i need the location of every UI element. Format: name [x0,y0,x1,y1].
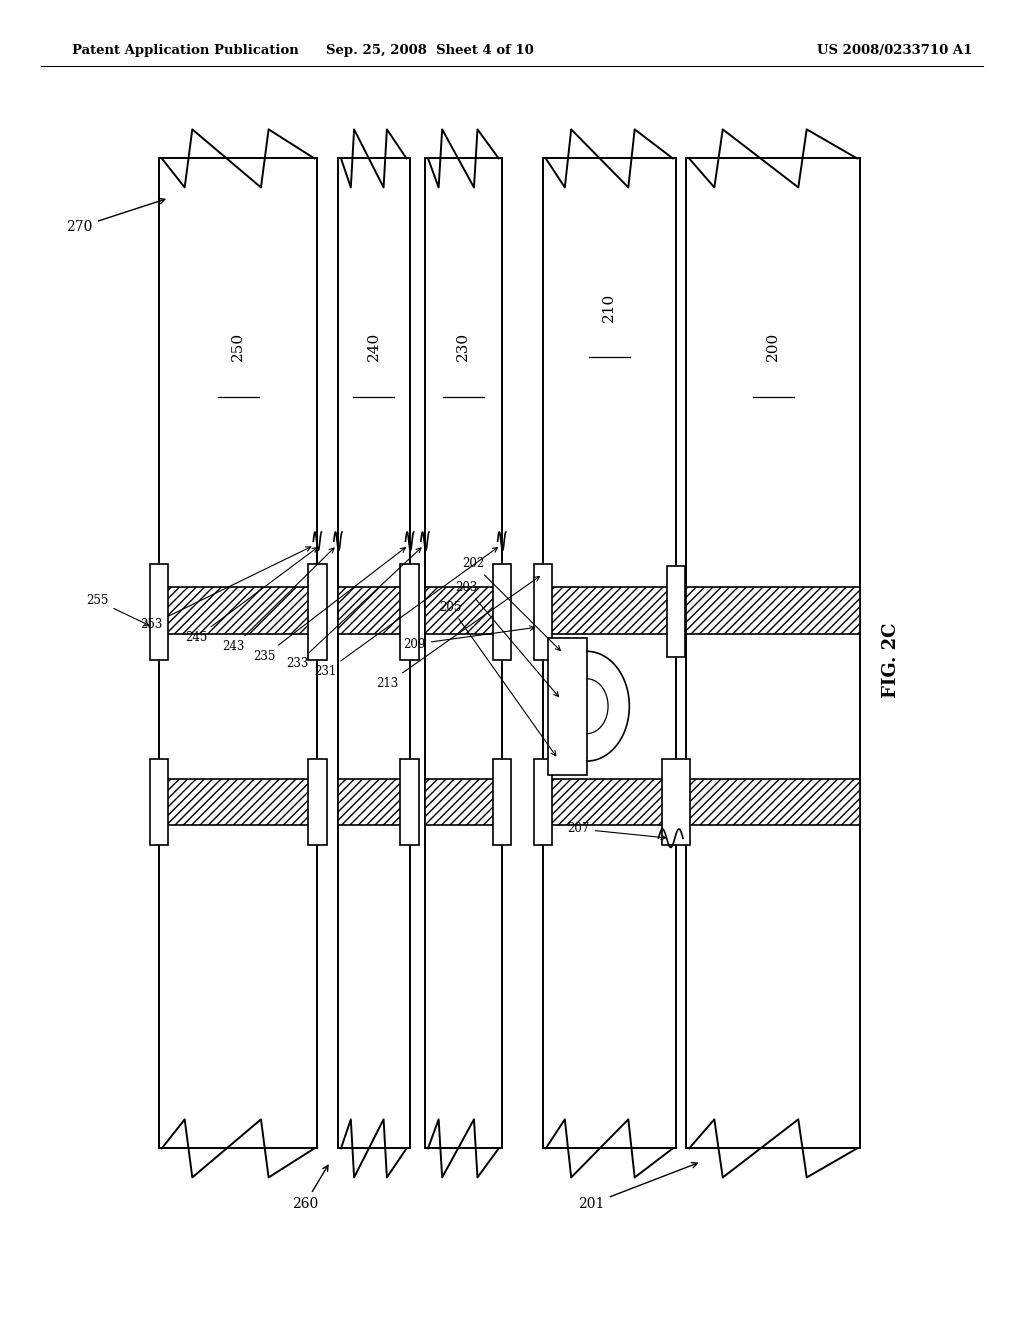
Text: 260: 260 [292,1166,328,1210]
Text: 201: 201 [579,1163,697,1210]
Bar [159,158,317,1148]
Bar [338,779,410,825]
Bar [534,759,552,845]
Text: 253: 253 [140,546,310,631]
Bar [338,587,410,634]
Bar [400,759,419,845]
Bar [150,759,168,845]
Bar [425,158,502,1148]
Text: 255: 255 [86,594,148,626]
Bar [308,564,327,660]
Text: Patent Application Publication: Patent Application Publication [72,44,298,57]
Bar [425,587,502,634]
Text: 200: 200 [766,331,780,362]
Bar [150,564,168,660]
Bar [667,566,685,657]
Bar [425,779,502,825]
Bar [543,779,676,825]
Bar [159,587,317,634]
Bar [543,587,676,634]
Text: Sep. 25, 2008  Sheet 4 of 10: Sep. 25, 2008 Sheet 4 of 10 [327,44,534,57]
Text: 243: 243 [222,548,334,653]
Text: FIG. 2C: FIG. 2C [882,622,900,698]
Text: 240: 240 [367,331,381,362]
Bar [663,759,690,845]
Text: 233: 233 [286,548,421,671]
Text: US 2008/0233710 A1: US 2008/0233710 A1 [817,44,973,57]
Bar [159,779,317,825]
Bar [400,564,419,660]
Text: 207: 207 [567,822,666,840]
Text: 203: 203 [455,581,558,697]
Bar [548,638,587,775]
Text: 270: 270 [67,198,165,234]
Bar [686,779,860,825]
Text: 205: 205 [439,601,556,756]
Text: 230: 230 [457,331,470,362]
Bar [543,158,676,1148]
Text: 209: 209 [403,626,535,651]
Bar [493,564,511,660]
Bar [493,759,511,845]
Text: 250: 250 [231,331,245,362]
Text: 213: 213 [376,577,540,690]
Bar [338,158,410,1148]
Text: 235: 235 [253,548,406,663]
Text: 231: 231 [314,548,498,678]
Text: 245: 245 [185,548,317,644]
Bar [686,587,860,634]
Text: 202: 202 [462,557,560,651]
Bar [686,158,860,1148]
Bar [534,564,552,660]
Text: 210: 210 [602,292,616,322]
Bar [308,759,327,845]
